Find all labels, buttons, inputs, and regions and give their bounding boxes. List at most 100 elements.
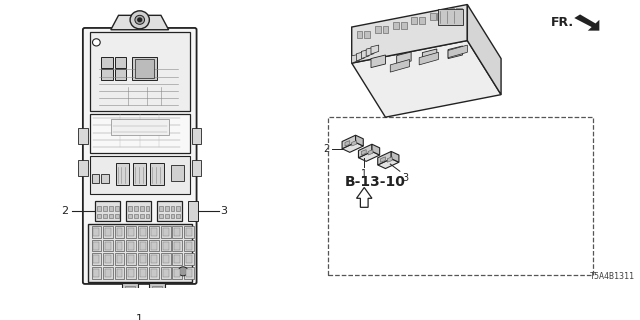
Bar xyxy=(128,228,134,236)
Text: 3: 3 xyxy=(221,206,228,216)
Bar xyxy=(145,206,149,211)
Bar xyxy=(177,214,180,218)
Polygon shape xyxy=(467,4,501,95)
Bar xyxy=(88,224,192,282)
Bar xyxy=(92,267,101,278)
Bar xyxy=(138,267,147,278)
Text: B-13-10: B-13-10 xyxy=(345,175,406,189)
Circle shape xyxy=(93,39,100,46)
Bar xyxy=(149,226,159,238)
Polygon shape xyxy=(372,144,380,155)
Bar xyxy=(126,253,136,265)
Bar xyxy=(78,160,88,176)
Bar xyxy=(78,128,88,144)
Bar xyxy=(126,226,136,238)
Bar xyxy=(151,268,157,277)
Polygon shape xyxy=(387,157,392,162)
Bar xyxy=(134,214,138,218)
Bar xyxy=(128,242,134,250)
Bar xyxy=(401,22,406,29)
Polygon shape xyxy=(422,49,437,61)
Bar xyxy=(177,206,180,211)
Polygon shape xyxy=(352,41,501,117)
Bar xyxy=(184,226,194,238)
Bar xyxy=(448,8,454,15)
Bar xyxy=(128,206,132,211)
Bar xyxy=(192,160,202,176)
Bar xyxy=(149,253,159,265)
Bar xyxy=(184,240,194,252)
Bar xyxy=(103,267,113,278)
Bar xyxy=(128,255,134,263)
Bar xyxy=(105,255,111,263)
Bar xyxy=(97,206,101,211)
Bar xyxy=(173,253,182,265)
Bar xyxy=(105,268,111,277)
Polygon shape xyxy=(356,52,364,61)
Polygon shape xyxy=(381,157,385,162)
Polygon shape xyxy=(358,151,380,161)
Bar xyxy=(93,228,99,236)
Bar xyxy=(152,286,162,292)
Circle shape xyxy=(179,267,188,276)
Bar xyxy=(161,267,170,278)
Bar xyxy=(175,255,180,263)
Bar xyxy=(103,240,113,252)
Bar xyxy=(145,214,149,218)
Bar xyxy=(430,12,436,20)
Text: FR.: FR. xyxy=(551,16,574,29)
Bar xyxy=(135,60,154,77)
Polygon shape xyxy=(342,142,364,152)
Polygon shape xyxy=(574,14,599,31)
Bar xyxy=(173,226,182,238)
FancyBboxPatch shape xyxy=(83,28,196,284)
Bar xyxy=(151,255,157,263)
Polygon shape xyxy=(342,135,356,149)
Bar xyxy=(103,226,113,238)
Polygon shape xyxy=(352,54,360,63)
Bar xyxy=(188,201,198,221)
Bar xyxy=(105,228,111,236)
Text: T5A4B1311: T5A4B1311 xyxy=(589,272,635,281)
Bar xyxy=(116,268,122,277)
Bar xyxy=(140,206,143,211)
Bar xyxy=(364,31,370,38)
Bar xyxy=(140,268,145,277)
Bar xyxy=(192,128,202,144)
Text: 1: 1 xyxy=(136,314,143,320)
Bar xyxy=(111,119,168,135)
Bar xyxy=(115,57,126,68)
Bar xyxy=(170,206,175,211)
Polygon shape xyxy=(356,188,372,207)
Polygon shape xyxy=(371,55,385,68)
Bar xyxy=(159,206,163,211)
Bar xyxy=(163,268,168,277)
Bar xyxy=(170,165,184,181)
Bar xyxy=(328,117,593,275)
Bar xyxy=(170,214,175,218)
Bar xyxy=(140,228,145,236)
Bar xyxy=(184,253,194,265)
Bar xyxy=(149,240,159,252)
Bar xyxy=(126,267,136,278)
Bar xyxy=(186,242,192,250)
Bar xyxy=(161,253,170,265)
Bar xyxy=(161,226,170,238)
Bar xyxy=(149,283,164,295)
Bar xyxy=(128,214,132,218)
Bar xyxy=(149,267,159,278)
Bar xyxy=(109,206,113,211)
Bar xyxy=(126,201,151,221)
Polygon shape xyxy=(352,140,356,146)
Bar xyxy=(159,214,163,218)
Bar xyxy=(140,255,145,263)
Bar xyxy=(163,255,168,263)
Bar xyxy=(97,214,101,218)
Bar xyxy=(92,240,101,252)
Bar xyxy=(186,268,192,277)
Bar xyxy=(151,242,157,250)
Bar xyxy=(132,57,157,80)
Bar xyxy=(103,214,107,218)
Bar xyxy=(161,240,170,252)
Bar xyxy=(133,163,147,185)
